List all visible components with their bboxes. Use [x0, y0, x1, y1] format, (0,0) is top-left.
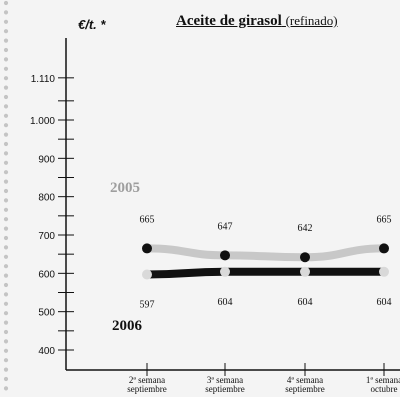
decorative-dot — [3, 170, 9, 175]
data-label-2005: 647 — [218, 221, 233, 232]
x-tick-label-line: 1ª semana — [366, 375, 400, 385]
data-point-2005 — [220, 250, 230, 261]
decorative-dot — [3, 29, 9, 34]
x-tick-label-line: octubre — [371, 384, 398, 394]
x-tick-label-line: septiembre — [285, 384, 325, 394]
y-tick-label: 800 — [38, 193, 55, 204]
decorative-dot — [3, 160, 9, 165]
y-tick-label: 600 — [38, 269, 55, 280]
x-tick-label: 1ª semana octubre — [366, 375, 400, 394]
data-point-2006 — [300, 266, 310, 277]
decorative-dot — [3, 264, 9, 269]
x-tick-label-line: septiembre — [205, 384, 245, 394]
decorative-dot — [3, 179, 9, 184]
x-tick-label: 2ª semana septiembre — [127, 375, 167, 394]
decorative-dot — [3, 273, 9, 278]
x-tick-label-line: 4ª semana — [287, 375, 323, 385]
decorative-dot — [3, 217, 9, 222]
data-label-2006: 604 — [377, 297, 392, 308]
data-label-2006: 604 — [218, 297, 233, 308]
y-tick-label: 500 — [38, 308, 55, 319]
decorative-dot — [3, 66, 9, 71]
series-layer: 665 647 642 665 597 604 604 604 — [140, 214, 392, 310]
decorative-dot — [3, 235, 9, 241]
decorative-dot — [3, 358, 9, 363]
decorative-dot — [3, 38, 9, 43]
decorative-dot — [3, 376, 9, 382]
data-label-2006: 597 — [140, 299, 155, 310]
decorative-dot — [3, 301, 9, 306]
decorative-dot — [3, 188, 9, 194]
chart-subtitle: (refinado) — [285, 13, 338, 28]
decorative-dot — [3, 19, 9, 24]
y-tick-label: 700 — [38, 231, 55, 242]
chart-title-text: Aceite de girasol — [176, 13, 282, 29]
x-tick-label: 3ª semana septiembre — [205, 375, 245, 394]
decorative-dot — [3, 254, 9, 259]
decorative-dot — [3, 198, 9, 203]
data-label-2005: 665 — [377, 214, 392, 225]
decorative-dot — [3, 141, 9, 147]
decorative-dot — [3, 329, 9, 335]
data-label-2005: 642 — [298, 223, 313, 234]
y-tick-label: 1.000 — [30, 116, 55, 127]
decorative-dot — [3, 207, 9, 212]
x-tick-label-line: septiembre — [127, 384, 167, 394]
decorative-dot — [3, 57, 9, 62]
data-label-2006: 604 — [298, 297, 313, 308]
data-point-2006 — [142, 269, 152, 280]
decorative-dot — [3, 10, 9, 15]
decorative-dot — [3, 123, 9, 128]
decorative-dot — [3, 47, 9, 53]
data-point-2005 — [379, 243, 389, 254]
data-point-2005 — [300, 252, 310, 263]
data-label-2005: 665 — [140, 214, 155, 225]
decorative-dot — [3, 132, 9, 137]
y-tick-label: 400 — [38, 346, 55, 357]
decorative-dot — [3, 151, 9, 156]
series-line-2005 — [143, 244, 388, 262]
y-tick-label: 1.110 — [31, 74, 56, 85]
decorative-dot — [3, 292, 9, 297]
data-point-2006 — [220, 266, 230, 277]
decorative-dot — [3, 320, 9, 325]
series-label-2006: 2006 — [112, 318, 142, 334]
unit-label: €/t. * — [78, 17, 106, 32]
decorative-dot — [3, 245, 9, 250]
x-tick-label: 4ª semana septiembre — [285, 375, 325, 394]
decorative-dot — [3, 113, 9, 118]
decorative-dot — [3, 282, 9, 288]
x-tick-label-line: 2ª semana — [129, 375, 165, 385]
decorative-dot — [3, 348, 9, 353]
series-label-2005: 2005 — [110, 180, 140, 196]
data-point-2006 — [379, 266, 389, 277]
decorative-dot — [3, 386, 9, 391]
y-ticks: 400 500 600 700 800 900 1.000 1.110 — [30, 74, 74, 357]
decorative-dot — [3, 226, 9, 231]
y-tick-label: 900 — [38, 154, 55, 165]
decorative-dot — [3, 76, 9, 81]
series-line-2006 — [143, 267, 388, 279]
decorative-dot — [3, 0, 9, 6]
chart-title: Aceite de girasol (refinado) — [176, 13, 338, 30]
decorative-dot — [3, 85, 9, 90]
decorative-dot — [3, 94, 9, 100]
decorative-dot — [3, 339, 9, 344]
decorative-dot — [3, 311, 9, 316]
decorative-dot — [3, 104, 9, 109]
decorative-dot-column — [3, 0, 9, 391]
data-point-2005 — [142, 243, 152, 254]
x-tick-label-line: 3ª semana — [207, 375, 243, 385]
decorative-dot — [3, 367, 9, 372]
